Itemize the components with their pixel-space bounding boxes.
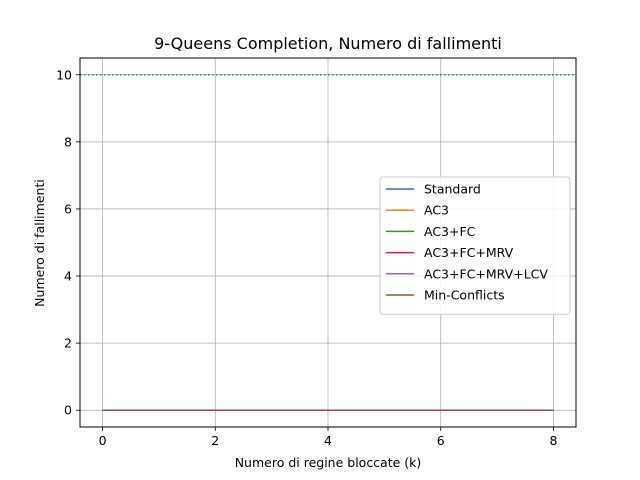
x-axis-ticks: 0 2 4 6 8 (99, 427, 557, 448)
legend-label: AC3+FC+MRV+LCV (424, 266, 548, 281)
legend-label: AC3 (424, 203, 449, 218)
y-tick-label: 8 (64, 134, 72, 149)
chart-title: 9-Queens Completion, Numero di falliment… (154, 34, 502, 53)
x-tick-label: 4 (324, 433, 332, 448)
y-tick-label: 6 (64, 201, 72, 216)
legend: Standard AC3 AC3+FC AC3+FC+MRV AC3+FC+MRV+LC… (379, 176, 571, 315)
legend-label: Min-Conflicts (424, 288, 505, 303)
y-tick-label: 10 (56, 67, 72, 82)
x-tick-label: 6 (437, 433, 445, 448)
legend-label: AC3+FC+MRV (424, 245, 514, 260)
legend-box (379, 176, 571, 315)
legend-label: Standard (424, 182, 481, 197)
y-tick-label: 4 (64, 269, 72, 284)
legend-label: AC3+FC (424, 224, 476, 239)
x-tick-label: 8 (549, 433, 557, 448)
x-tick-label: 2 (211, 433, 219, 448)
y-axis-ticks: 0 2 4 6 8 10 (56, 67, 80, 418)
y-tick-label: 2 (64, 336, 72, 351)
y-axis-label: Numero di fallimenti (32, 179, 47, 307)
y-tick-label: 0 (64, 403, 72, 418)
x-tick-label: 0 (99, 433, 107, 448)
x-axis-label: Numero di regine bloccate (k) (235, 455, 422, 470)
